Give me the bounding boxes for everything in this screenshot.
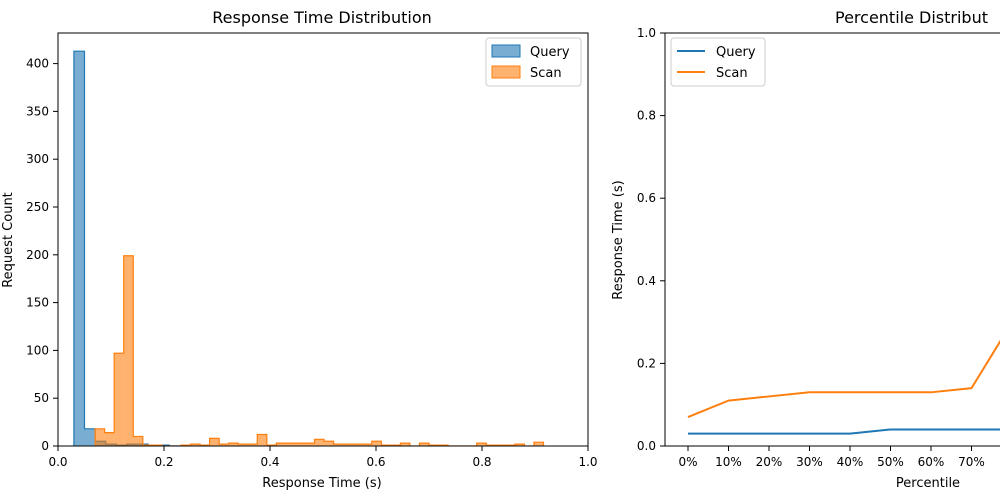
legend: Query Scan <box>485 37 582 87</box>
histogram-bar <box>324 441 334 446</box>
legend-label-query: Query <box>716 45 756 60</box>
histogram-bar <box>84 428 96 446</box>
x-axis-ticks: 0.0 0.2 0.4 0.6 0.8 1.0 <box>48 446 598 469</box>
x-tick-label: 0.8 <box>472 455 491 469</box>
x-tick-label: 50% <box>877 455 904 469</box>
histogram-outline <box>94 255 545 446</box>
y-tick-label: 300 <box>26 152 49 166</box>
y-axis-label: Response Time (s) <box>611 180 626 299</box>
legend-label-query: Query <box>530 45 570 60</box>
y-tick-label: 350 <box>26 104 49 118</box>
histogram-bar <box>314 439 325 446</box>
histogram-bars <box>73 50 545 446</box>
y-tick-label: 0.2 <box>637 356 656 370</box>
y-tick-label: 150 <box>26 296 49 310</box>
histogram-bar <box>400 443 410 446</box>
y-axis-ticks: 0 50 100 150 200 250 300 350 400 <box>26 57 58 453</box>
histogram-bar <box>304 443 315 446</box>
y-axis-label: Request Count <box>1 192 16 288</box>
x-tick-label: 0.4 <box>260 455 279 469</box>
legend-swatch-scan <box>491 65 521 79</box>
x-tick-label: 0.2 <box>154 455 173 469</box>
percentile-lines <box>687 339 1000 435</box>
y-tick-label: 200 <box>26 248 49 262</box>
histogram-bar <box>514 444 525 446</box>
histogram-bar <box>333 444 344 446</box>
histogram-bar <box>133 436 143 446</box>
y-tick-label: 100 <box>26 343 49 357</box>
x-tick-label: 0% <box>678 455 697 469</box>
x-tick-label: 0.6 <box>366 455 385 469</box>
chart-title: Percentile Distribut <box>835 8 988 27</box>
y-tick-label: 0.4 <box>637 274 656 288</box>
y-tick-label: 1.0 <box>637 26 656 40</box>
plot-frame <box>664 32 1000 447</box>
histogram-bar <box>238 444 248 446</box>
y-tick-label: 50 <box>34 391 49 405</box>
y-tick-label: 0 <box>41 439 49 453</box>
x-axis-label: Response Time (s) <box>262 476 381 491</box>
x-tick-label: 10% <box>715 455 742 469</box>
y-tick-label: 0.6 <box>637 191 656 205</box>
y-tick-label: 0.0 <box>637 439 656 453</box>
x-tick-label: 40% <box>837 455 864 469</box>
x-axis-label: Percentile <box>896 476 960 491</box>
percentile-chart: Percentile Distribut 0% 10% 20% 30% 40% 50% 60… <box>611 8 1000 491</box>
histogram-bar <box>95 428 105 446</box>
histogram-bar <box>104 432 115 446</box>
histogram-bar <box>219 444 229 446</box>
histogram-bar <box>228 443 239 446</box>
histogram-bar <box>476 443 487 446</box>
y-tick-label: 0.8 <box>637 109 656 123</box>
histogram-bar <box>123 255 134 446</box>
histogram-bar <box>73 51 85 446</box>
x-tick-label: 0.0 <box>48 455 67 469</box>
x-tick-label: 60% <box>918 455 945 469</box>
histogram-bar <box>209 438 220 446</box>
plot-frame <box>57 32 589 447</box>
histogram-bar <box>343 444 353 446</box>
legend-label-scan: Scan <box>716 66 748 81</box>
histogram-bar <box>352 444 363 446</box>
y-tick-label: 400 <box>26 57 49 71</box>
histogram-bar <box>257 434 267 446</box>
legend-label-scan: Scan <box>530 66 562 81</box>
histogram-bar <box>114 353 124 446</box>
legend-swatch-query <box>491 44 521 58</box>
legend: Query Scan <box>670 37 766 87</box>
histogram-chart: Response Time Distribution 0.0 0.2 0.4 0.6 0… <box>1 8 598 491</box>
histogram-bar <box>371 441 382 446</box>
x-tick-label: 20% <box>756 455 783 469</box>
histogram-bar <box>285 443 296 446</box>
series-line-scan <box>687 339 1000 419</box>
histogram-bar <box>295 443 305 446</box>
histogram-bar <box>419 443 429 446</box>
x-tick-label: 70% <box>958 455 985 469</box>
y-axis-ticks: 0.0 0.2 0.4 0.6 0.8 1.0 <box>637 26 665 453</box>
series-scan <box>94 255 545 446</box>
histogram-bar <box>533 442 544 446</box>
series-line-query <box>688 428 1000 435</box>
x-tick-label: 30% <box>796 455 823 469</box>
histogram-bar <box>362 444 372 446</box>
x-tick-label: 1.0 <box>578 455 597 469</box>
x-axis-ticks: 0% 10% 20% 30% 40% 50% 60% 70% <box>678 446 985 469</box>
histogram-bar <box>276 443 286 446</box>
histogram-bar <box>190 444 201 446</box>
histogram-bar <box>247 444 258 446</box>
chart-title: Response Time Distribution <box>212 8 432 27</box>
y-tick-label: 250 <box>26 200 49 214</box>
